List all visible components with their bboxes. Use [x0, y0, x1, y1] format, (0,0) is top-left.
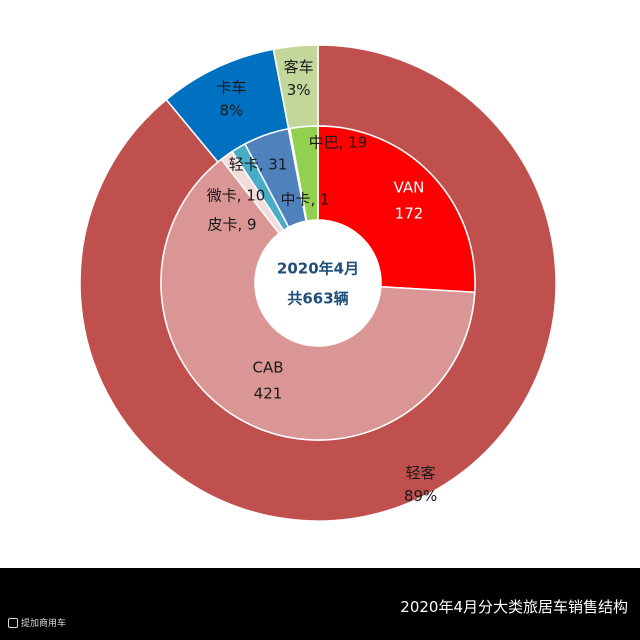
outer-label-value-2: 3%: [287, 81, 311, 99]
inner-label-2: 皮卡, 9: [207, 216, 256, 234]
center-label-line-1: 共663辆: [287, 290, 348, 308]
slice-labels: 轻客 89% 卡车 8% 客车 3% VAN 172 CAB 421 皮卡, 9 微卡, 10 轻卡, …: [207, 58, 438, 505]
outer-label-name-2: 客车: [284, 58, 314, 76]
inner-label-value-1: 421: [254, 385, 283, 403]
nested-donut-chart: 轻客 89% 卡车 8% 客车 3% VAN 172 CAB 421 皮卡, 9 微卡, 10 轻卡, …: [79, 44, 557, 522]
inner-label-3: 微卡, 10: [207, 187, 266, 205]
inner-label-value-0: 172: [395, 205, 424, 223]
inner-label-4: 轻卡, 31: [229, 156, 288, 174]
outer-label-name-0: 轻客: [406, 464, 436, 482]
watermark: 提加商用车: [8, 616, 66, 629]
chart-caption: 2020年4月分大类旅居车销售结构: [400, 598, 628, 616]
outer-label-value-0: 89%: [404, 487, 437, 505]
footer-bar: 提加商用车 2020年4月分大类旅居车销售结构: [0, 568, 640, 640]
center-label-line-0: 2020年4月: [277, 260, 359, 278]
center-hole: [255, 220, 381, 346]
watermark-text: 提加商用车: [21, 619, 67, 629]
inner-ring: [160, 125, 476, 441]
outer-ring: [79, 44, 557, 522]
inner-label-5: 中卡, 1: [280, 191, 329, 209]
inner-label-name-0: VAN: [394, 179, 425, 197]
outer-label-value-1: 8%: [219, 101, 243, 119]
truck-logo-icon: [8, 617, 18, 628]
outer-label-name-1: 卡车: [216, 78, 246, 96]
inner-label-name-1: CAB: [252, 359, 283, 377]
inner-label-6: 中巴, 19: [309, 134, 368, 152]
